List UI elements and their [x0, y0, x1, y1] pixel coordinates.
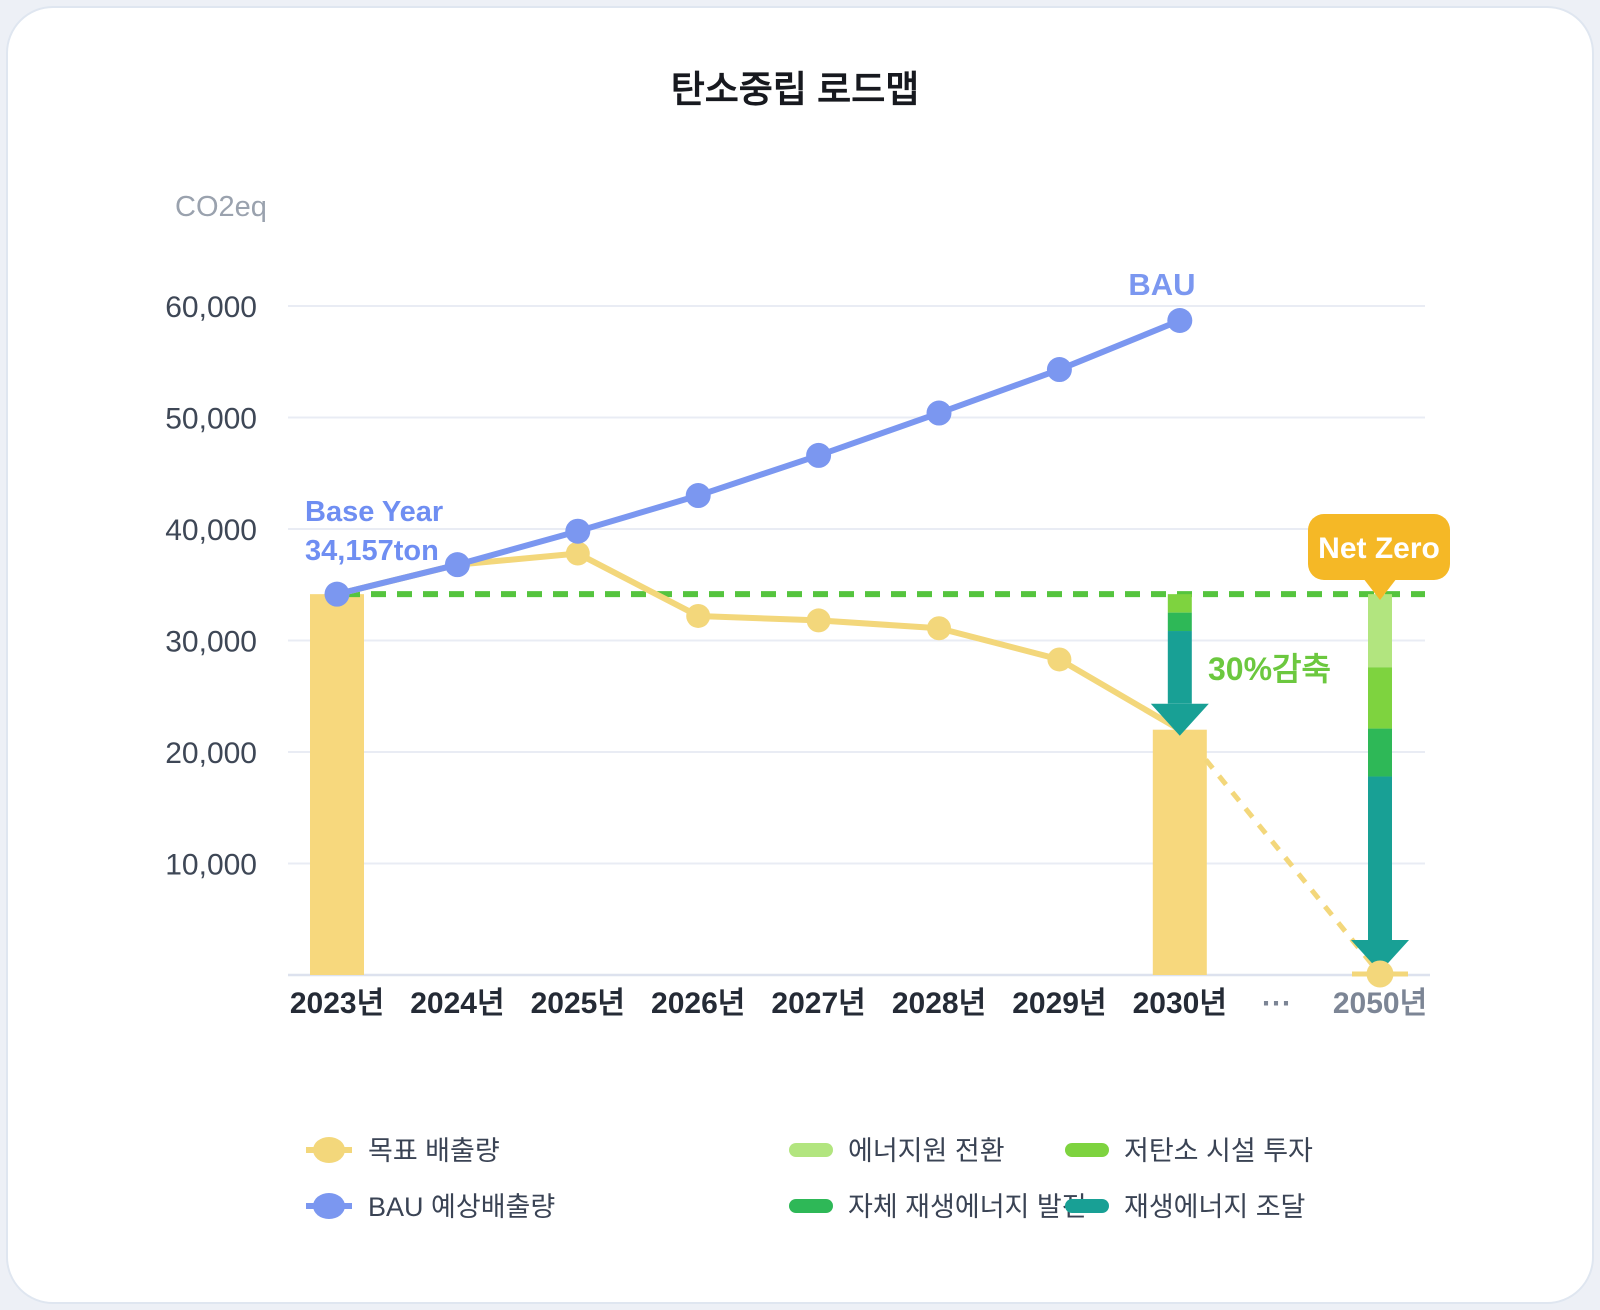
arrow-segment — [1167, 631, 1192, 704]
net-zero-badge: Net Zero — [1308, 514, 1450, 600]
target-projection-dashed-line — [1203, 758, 1377, 970]
x-tick-label: 2030년 — [1133, 987, 1227, 1020]
bau-point-2029년 — [1046, 357, 1072, 383]
target-dot-marker — [313, 1137, 345, 1163]
chart-title: 탄소중립 로드맵 — [671, 69, 920, 110]
arrow-segment — [1167, 612, 1192, 632]
legend-label-bau: BAU 예상배출량 — [368, 1192, 555, 1222]
arrow-head-2050년 — [1351, 940, 1409, 972]
y-axis-labels-layer: 10,000 20,000 30,000 40,000 50,000 60,000 — [165, 291, 257, 882]
legend-item-self-renewable: 자체 재생에너지 발전 — [789, 1192, 1087, 1222]
legend-label-low-carbon-invest: 저탄소 시설 투자 — [1124, 1136, 1313, 1166]
target-emissions-line — [336, 550, 1182, 733]
bau-point-2026년 — [685, 483, 711, 509]
arrow-head-2030년 — [1150, 703, 1209, 736]
net-zero-point — [1366, 960, 1394, 988]
legend-item-low-carbon-invest: 저탄소 시설 투자 — [1065, 1136, 1313, 1166]
bau-point-2023년 — [324, 581, 350, 607]
arrow-segment — [1368, 594, 1392, 668]
bau-point-2028년 — [926, 400, 952, 426]
reduction-arrows-layer — [1150, 594, 1409, 988]
net-zero-badge-pointer — [1363, 578, 1397, 600]
energy-transition-swatch — [789, 1143, 833, 1157]
base-year-label-line2: 34,157ton — [305, 535, 439, 567]
bau-point-2030년 — [1167, 307, 1193, 333]
low-carbon-invest-swatch — [1065, 1143, 1109, 1157]
y-tick-label: 40,000 — [165, 514, 257, 547]
target-point-2028년 — [927, 616, 951, 641]
reduction-30-label: 30%감축 — [1208, 651, 1331, 687]
net-zero-label: Net Zero — [1318, 532, 1440, 565]
x-tick-label: 2023년 — [290, 987, 384, 1020]
base-year-label-line1: Base Year — [305, 496, 443, 528]
legend-label-target: 목표 배출량 — [368, 1136, 500, 1166]
y-tick-label: 20,000 — [165, 737, 257, 770]
y-tick-label: 30,000 — [165, 626, 257, 659]
target-point-2026년 — [686, 603, 711, 628]
x-tick-label: 2028년 — [892, 987, 986, 1020]
legend-item-energy-transition: 에너지원 전환 — [789, 1136, 1005, 1166]
emission-bar-2030년 — [1152, 729, 1207, 975]
emission-bars-layer — [310, 594, 1207, 975]
legend-label-self-renewable: 자체 재생에너지 발전 — [848, 1192, 1087, 1222]
x-tick-label: 2026년 — [651, 987, 745, 1020]
target-point-2029년 — [1047, 647, 1072, 672]
y-axis-unit-label: CO2eq — [175, 191, 267, 223]
x-tick-label: 2024년 — [410, 987, 504, 1020]
chart-legend: 목표 배출량 BAU 예상배출량 에너지원 전환 자체 재생에너지 발전 저탄소… — [306, 1136, 1313, 1222]
target-point-2025년 — [565, 541, 590, 566]
x-tick-label: 2025년 — [531, 987, 625, 1020]
bau-point-2024년 — [444, 552, 470, 578]
arrow-segment — [1167, 594, 1192, 613]
x-axis-separator: ⋯ — [1261, 987, 1291, 1020]
bau-point-2025년 — [565, 518, 591, 544]
bau-emissions-line — [336, 317, 1181, 598]
series-lines-layer — [324, 307, 1377, 970]
bau-dot-marker — [313, 1193, 345, 1219]
self-renewable-swatch — [789, 1199, 833, 1213]
card-background — [6, 6, 1594, 1304]
arrow-segment — [1368, 776, 1392, 940]
x-tick-label: 2029년 — [1012, 987, 1106, 1020]
net-zero-badge-background — [1308, 514, 1450, 580]
bau-point-2027년 — [806, 442, 832, 468]
legend-item-target-emissions: 목표 배출량 — [306, 1136, 500, 1166]
legend-label-energy-transition: 에너지원 전환 — [848, 1136, 1005, 1166]
y-tick-label: 10,000 — [165, 849, 257, 882]
x-tick-label: 2027년 — [771, 987, 865, 1020]
legend-item-bau-emissions: BAU 예상배출량 — [306, 1192, 555, 1222]
bau-line-label: BAU — [1128, 267, 1195, 302]
y-tick-label: 60,000 — [165, 291, 257, 324]
x-tick-label-2050: 2050년 — [1333, 987, 1427, 1020]
legend-item-renewable-procure: 재생에너지 조달 — [1065, 1192, 1305, 1222]
emission-bar-2023년 — [310, 594, 364, 975]
x-axis-labels-layer: 2023년 2024년 2025년 2026년 2027년 2028년 2029년 2030년… — [290, 987, 1427, 1020]
arrow-segment — [1368, 667, 1392, 729]
renewable-procure-swatch — [1065, 1199, 1109, 1213]
arrow-segment — [1368, 728, 1392, 777]
legend-label-renewable-procure: 재생에너지 조달 — [1124, 1192, 1305, 1222]
y-tick-label: 50,000 — [165, 403, 257, 436]
target-point-2027년 — [806, 608, 831, 633]
gridlines-layer — [288, 305, 1430, 977]
